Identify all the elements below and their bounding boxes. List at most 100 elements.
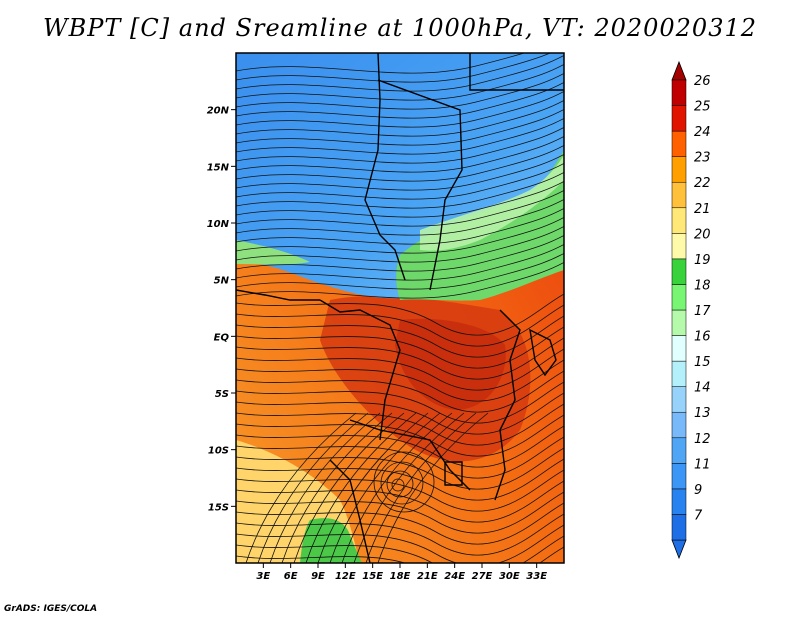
x-tick-label: 6E	[284, 571, 298, 582]
colorbar-swatch	[671, 335, 687, 362]
streamline	[236, 447, 564, 490]
streamline	[245, 412, 357, 563]
y-tick-label: 10S	[208, 446, 229, 457]
streamline	[236, 513, 564, 556]
colorbar-label: 9	[694, 483, 702, 498]
colorbar-top-arrow	[671, 60, 687, 81]
streamline	[236, 54, 564, 92]
streamline	[236, 234, 564, 272]
streamline	[236, 108, 564, 146]
streamline	[236, 72, 564, 110]
colorbar-swatch	[671, 284, 687, 311]
streamline	[236, 53, 552, 83]
streamline	[236, 392, 564, 435]
streamline	[236, 90, 564, 128]
streamline	[236, 436, 564, 479]
streamline	[236, 225, 564, 263]
colorbar-swatch	[671, 309, 687, 336]
streamline	[236, 524, 564, 563]
cyclone-vortex	[373, 451, 435, 513]
streamline	[236, 546, 564, 563]
streamline	[236, 144, 564, 182]
streamline	[236, 99, 564, 137]
x-tick-label: 3E	[256, 571, 270, 582]
green-band-pale	[420, 155, 564, 251]
streamline	[236, 171, 564, 209]
colorbar-swatch	[671, 181, 687, 209]
streamline	[293, 412, 405, 563]
colorbar-bottom-arrow	[671, 539, 687, 560]
y-tick-label: 20N	[207, 106, 230, 117]
x-tick-label: 15E	[362, 571, 383, 582]
grads-credit: GrADS: IGES/COLA	[4, 604, 98, 614]
streamline	[236, 293, 564, 336]
streamline	[236, 403, 564, 446]
streamline	[236, 126, 564, 164]
streamline	[236, 243, 564, 281]
coastal-green	[236, 240, 310, 265]
x-tick-label: 24E	[444, 571, 465, 582]
x-tick-label: 18E	[390, 571, 411, 582]
x-tick-label: 12E	[335, 571, 356, 582]
southwest-green	[300, 518, 362, 563]
streamline	[236, 535, 564, 563]
colorbar-label: 11	[694, 457, 711, 472]
streamline	[341, 412, 453, 563]
colorbar-label: 18	[694, 278, 711, 293]
y-tick-label: 5S	[215, 389, 229, 400]
streamline	[236, 348, 564, 391]
y-axis: 20N 15N 10N 5N EQ 5S 10S 15S	[207, 106, 236, 513]
streamline	[236, 117, 564, 155]
streamline	[236, 153, 564, 191]
x-tick-label: 9E	[311, 571, 325, 582]
streamline	[236, 304, 564, 347]
streamline	[236, 53, 526, 74]
y-tick-label: 5N	[214, 276, 230, 287]
wbpt-field	[236, 53, 564, 563]
y-tick-label: EQ	[214, 332, 230, 343]
country-borders	[236, 53, 564, 563]
colorbar-swatch	[671, 130, 687, 157]
streamline	[257, 412, 369, 563]
streamline	[365, 412, 477, 563]
hot-core-inner	[395, 318, 506, 410]
streamline	[236, 252, 564, 290]
streamline	[317, 412, 429, 563]
colorbar-label: 16	[694, 330, 711, 345]
colorbar-label: 15	[694, 355, 711, 370]
colorbar-swatch	[671, 514, 687, 541]
streamline	[236, 425, 564, 468]
streamline	[236, 480, 564, 523]
x-tick-label: 30E	[499, 571, 520, 582]
streamline	[236, 216, 564, 254]
colorbar-label: 14	[694, 381, 711, 396]
colorbar-swatch	[671, 463, 687, 490]
streamline	[236, 135, 564, 173]
colorbar-swatch	[671, 411, 687, 439]
colorbar-label: 23	[694, 151, 711, 166]
colorbar-label: 20	[694, 227, 711, 242]
y-tick-label: 10N	[207, 219, 230, 230]
x-tick-label: 21E	[417, 571, 438, 582]
streamline	[377, 412, 489, 563]
colorbar-swatch	[671, 79, 687, 106]
streamline	[236, 261, 564, 299]
streamline	[236, 63, 564, 101]
colorbar-label: 22	[694, 176, 711, 191]
streamline	[236, 198, 564, 236]
colorbar-label: 13	[694, 406, 711, 421]
colorbar-label: 17	[694, 304, 711, 319]
streamline	[236, 458, 564, 501]
y-tick-label: 15S	[208, 502, 229, 513]
colorbar-label: 7	[694, 508, 703, 523]
colorbar-label: 21	[694, 202, 711, 217]
streamline	[236, 491, 564, 534]
colorbar-swatch	[671, 258, 687, 285]
colorbar-label: 26	[694, 74, 711, 89]
colorbar-swatch	[671, 207, 687, 234]
streamline	[353, 412, 465, 563]
streamline	[236, 337, 564, 380]
streamline	[269, 412, 381, 563]
colorbar-label: 12	[694, 432, 711, 447]
